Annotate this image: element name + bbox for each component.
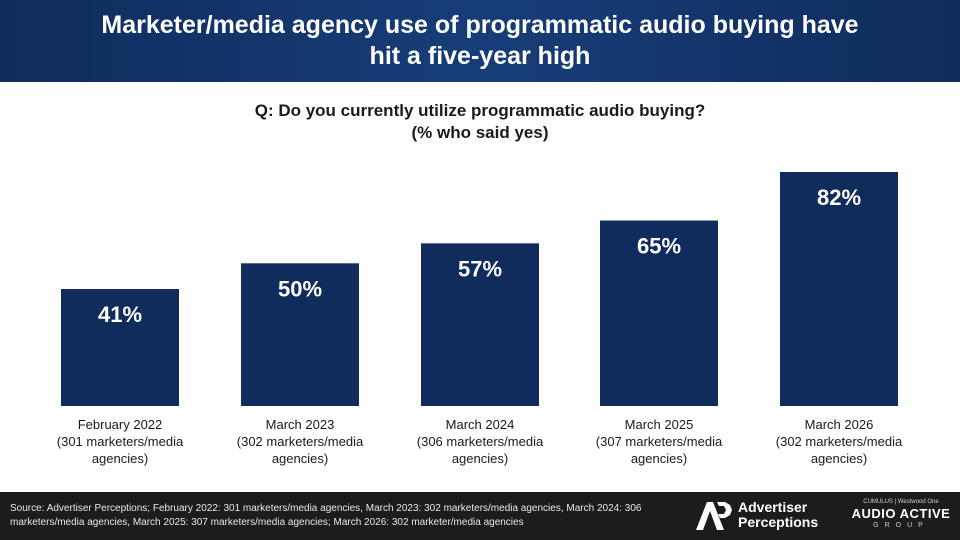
bar-2 [241,263,359,406]
category-label: February 2022 (301 marketers/media agencie… [57,417,184,466]
ap-logo-line1: Advertiser [738,499,808,515]
audio-active-group-logo: CUMULUS | Westwood One AUDIO ACTIVE GROU… [846,498,956,536]
aa-logo-main: AUDIO ACTIVE [851,506,951,521]
bar-value-label: 57% [458,256,502,281]
bar-1 [61,289,179,406]
page-title: Marketer/media agency use of programmati… [101,11,859,70]
category-label: March 2025 (307 marketers/media agencies) [596,417,723,466]
source-note: Source: Advertiser Perceptions; February… [10,503,642,528]
bar-3 [421,243,539,406]
bar-value-label: 50% [278,276,322,301]
question-text: Q: Do you currently utilize programmatic… [254,101,706,120]
question-note: (% who said yes) [411,123,549,142]
chart-subtitle: Q: Do you currently utilize programmatic… [0,100,960,144]
bar-chart: 41% February 2022 (301 marketers/media agen… [57,172,903,466]
aa-logo-sub: GROUP [873,522,929,529]
bar-value-label: 82% [817,185,861,210]
footer: Source: Advertiser Perceptions; February… [0,492,960,540]
bar-value-label: 41% [98,302,142,327]
ap-mark-icon [696,502,732,530]
aa-logo-top: CUMULUS | Westwood One [863,499,939,505]
category-label: March 2023 (302 marketers/media agencies) [237,417,364,466]
bar-4 [600,220,718,406]
advertiser-perceptions-logo: Advertiser Perceptions [696,498,836,534]
category-label: March 2024 (306 marketers/media agencies) [417,417,544,466]
bar-5 [780,172,898,406]
title-banner: Marketer/media agency use of programmati… [0,0,960,82]
bar-value-label: 65% [637,234,681,259]
category-label: March 2026 (302 marketers/media agencies) [776,417,903,466]
ap-logo-line2: Perceptions [738,514,819,530]
